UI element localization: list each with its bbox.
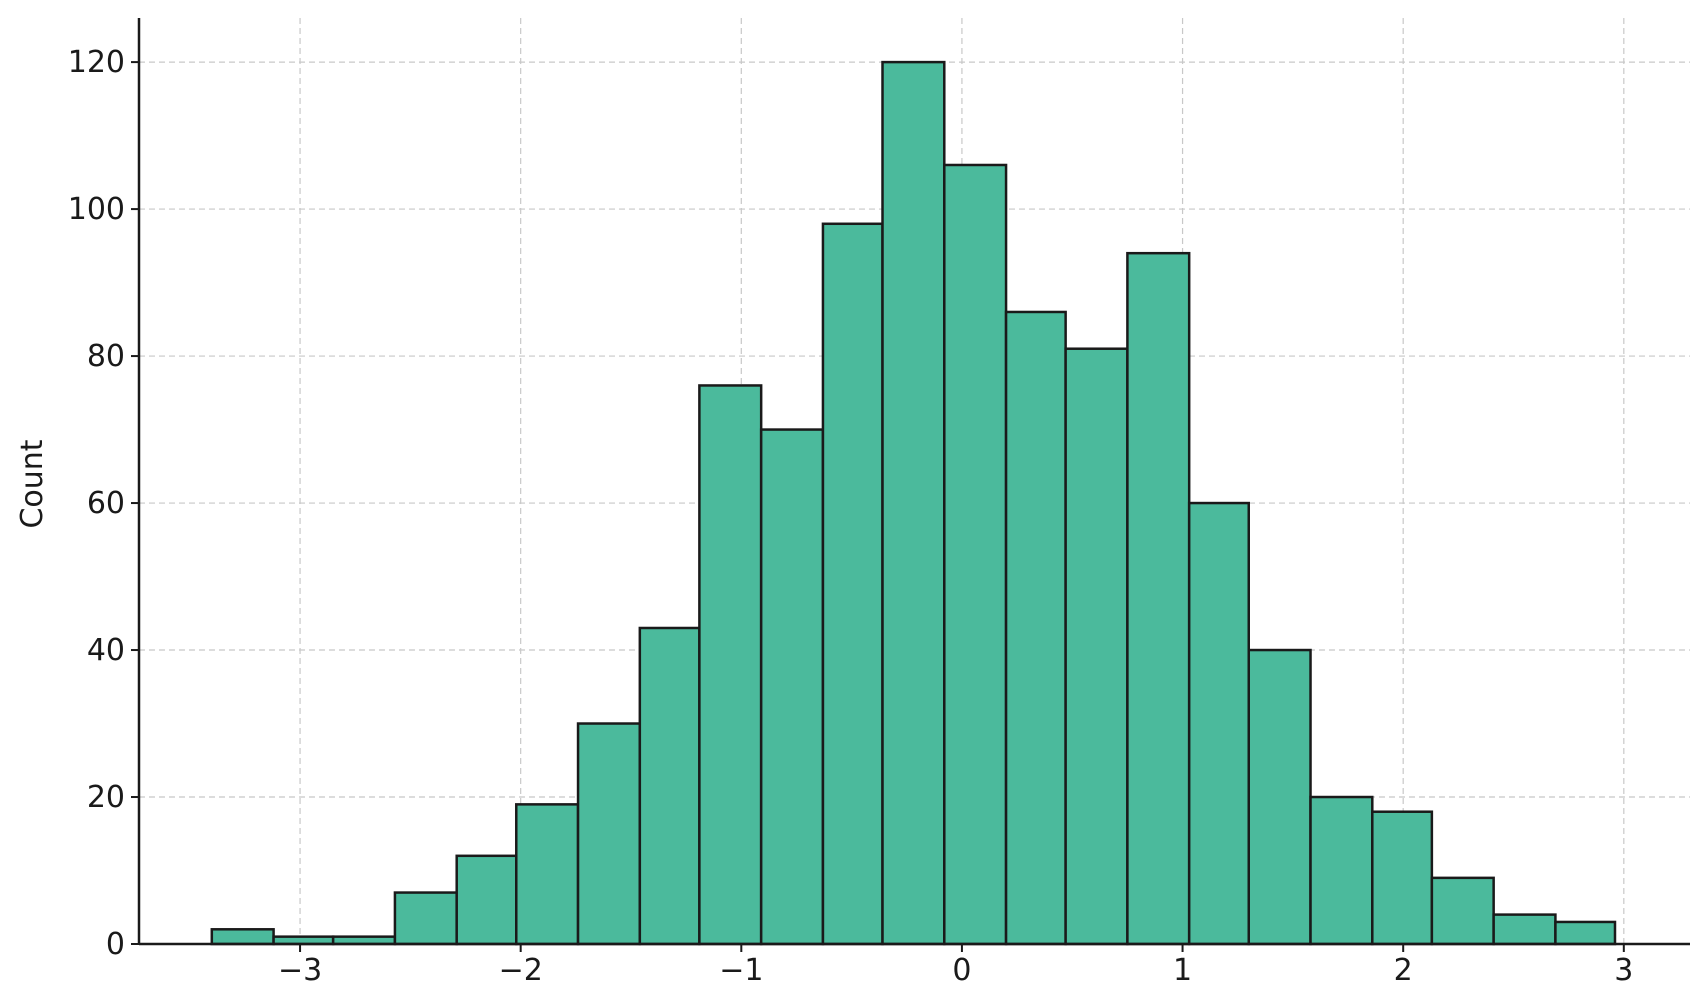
histogram-bar bbox=[1554, 920, 1617, 946]
histogram-bar bbox=[759, 428, 825, 946]
histogram-bar bbox=[881, 60, 946, 946]
histogram-bar bbox=[1247, 648, 1312, 946]
histogram-bars bbox=[210, 60, 1617, 946]
histogram-bar bbox=[943, 163, 1008, 946]
histogram-bar bbox=[698, 384, 763, 946]
y-tick-label: 0 bbox=[106, 927, 125, 962]
y-tick-label: 80 bbox=[87, 339, 125, 374]
x-tick-label: −2 bbox=[499, 953, 543, 988]
histogram-bar bbox=[515, 803, 580, 946]
histogram-bar bbox=[1309, 795, 1374, 946]
y-tick-label: 100 bbox=[68, 192, 125, 227]
histogram-bar bbox=[1004, 310, 1067, 946]
x-tick-label: 2 bbox=[1394, 953, 1413, 988]
x-tick-label: −1 bbox=[719, 953, 763, 988]
histogram-bar bbox=[1064, 347, 1129, 946]
x-tick-label: 0 bbox=[952, 953, 971, 988]
histogram-bar bbox=[638, 626, 701, 946]
y-tick-label: 120 bbox=[68, 45, 125, 80]
histogram-bar bbox=[1126, 251, 1191, 946]
histogram-bar bbox=[393, 891, 458, 946]
tick-labels: −3 −2 −1 0 1 2 3 0 20 40 60 80 100 120 bbox=[68, 45, 1634, 988]
histogram-bar bbox=[455, 854, 518, 946]
histogram-bar bbox=[1187, 501, 1250, 946]
x-tick-label: 1 bbox=[1173, 953, 1192, 988]
histogram-bar bbox=[1492, 913, 1557, 946]
x-tick-label: −3 bbox=[278, 953, 322, 988]
y-tick-label: 20 bbox=[87, 780, 125, 815]
y-tick-label: 60 bbox=[87, 486, 125, 521]
x-tick-label: 3 bbox=[1614, 953, 1633, 988]
histogram-bar bbox=[821, 222, 884, 946]
axes bbox=[131, 18, 1690, 952]
histogram-bar bbox=[576, 722, 642, 946]
histogram-bar bbox=[1430, 876, 1495, 946]
histogram-bar bbox=[1371, 810, 1434, 946]
histogram-bar bbox=[210, 928, 275, 946]
y-tick-label: 40 bbox=[87, 633, 125, 668]
y-axis-title: Count bbox=[15, 439, 50, 528]
